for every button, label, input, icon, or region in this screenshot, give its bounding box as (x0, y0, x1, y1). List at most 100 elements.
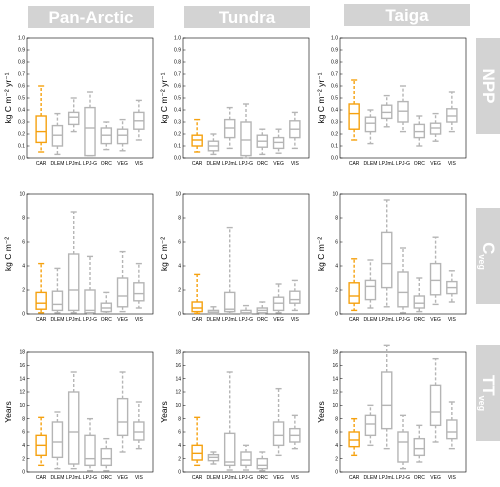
box-veg (116, 118, 129, 152)
box-iqr (272, 421, 285, 447)
box-iqr (116, 128, 129, 145)
y-axis-label: Years (3, 401, 13, 422)
y-tick-label: 2 (22, 288, 25, 294)
row-title-sub: veg (477, 254, 487, 270)
y-tick-label: 0.6 (174, 84, 181, 90)
column-title: Taiga (385, 6, 429, 25)
box-lpjml (67, 371, 80, 470)
box-iqr (116, 277, 129, 308)
box-iqr (240, 451, 252, 467)
y-tick-label: 0.3 (18, 120, 25, 126)
y-tick-label: 14 (175, 376, 181, 382)
box-iqr (429, 384, 442, 427)
box-lpj-g (397, 247, 409, 314)
box-lpj-g (84, 255, 96, 315)
box-lpjml (380, 344, 393, 450)
box-orc (256, 128, 269, 156)
y-tick-label: 8 (335, 416, 338, 422)
box-iqr (223, 432, 236, 467)
y-axis-label: Years (159, 401, 169, 422)
category-label: LPJmL (66, 475, 82, 481)
box-lpj-g (397, 414, 409, 470)
box-iqr (380, 231, 393, 289)
box-veg (429, 357, 442, 443)
box-vis (289, 279, 301, 312)
y-axis-label: kg C m⁻² (159, 237, 169, 271)
y-axis-label: kg C m⁻² yr⁻¹ (159, 72, 169, 123)
y-tick-label: 10 (332, 192, 338, 198)
y-tick-label: 2 (178, 288, 181, 294)
box-iqr (364, 279, 377, 301)
box-iqr (223, 291, 236, 313)
category-label: DLEM (206, 475, 220, 481)
y-tick-label: 4 (335, 264, 338, 270)
category-label: VEG (430, 317, 441, 323)
box-veg (429, 236, 442, 306)
box-vis (446, 401, 458, 450)
category-label: LPJ-G (239, 475, 253, 481)
category-label: ORC (414, 475, 426, 481)
y-tick-label: 0.4 (18, 108, 25, 114)
plot-frame (182, 351, 310, 473)
y-tick-label: 0.6 (18, 84, 25, 90)
box-veg (272, 128, 285, 154)
category-label: LPJmL (66, 317, 82, 323)
box-lpjml (67, 211, 80, 314)
y-tick-label: 0.8 (18, 60, 25, 66)
y-tick-label: 0.0 (331, 156, 338, 162)
panels: 0.0 0.1 0.2 0.3 0.4 0.5 0.6 0.7 0.8 0.9 1.0 kg C m⁻… (3, 36, 467, 481)
box-lpjml (380, 199, 393, 308)
box-orc (413, 115, 426, 147)
box-dlem (51, 411, 64, 470)
row-title-main: NPP (479, 69, 498, 104)
category-label: LPJ-G (396, 161, 410, 167)
category-label: ORC (414, 161, 426, 167)
box-lpj-g (240, 444, 252, 471)
column-title: Tundra (219, 8, 276, 27)
column-header-pan-arctic: Pan-Arctic (28, 6, 154, 28)
box-iqr (84, 289, 96, 314)
column-title: Pan-Arctic (48, 8, 133, 27)
y-tick-label: 0 (335, 470, 338, 476)
box-lpjml (223, 371, 236, 471)
category-label: VEG (117, 161, 128, 167)
y-tick-label: 10 (175, 403, 181, 409)
y-tick-label: 18 (175, 350, 181, 356)
y-axis-label: kg C m⁻² (316, 237, 326, 271)
box-dlem (364, 404, 377, 447)
category-label: CAR (36, 475, 47, 481)
category-label: LPJ-G (83, 161, 97, 167)
y-tick-label: 8 (178, 416, 181, 422)
box-car (348, 417, 360, 457)
category-label: DLEM (363, 317, 377, 323)
category-label: DLEM (50, 317, 64, 323)
box-lpj-g (397, 85, 409, 133)
plot-frame (339, 193, 467, 315)
panel-ttveg-taiga: 0 2 4 6 8 10 12 14 16 18 Years CAR DLEM LPJmL LPJ-G ORC… (316, 344, 467, 481)
category-label: LPJ-G (239, 317, 253, 323)
category-label: LPJ-G (396, 475, 410, 481)
box-orc (413, 424, 426, 463)
box-vis (289, 414, 301, 450)
y-tick-label: 0.7 (174, 72, 181, 78)
panel-ttveg-pan-arctic: 0 2 4 6 8 10 12 14 16 18 Years CAR DLEM LPJmL LPJ-G ORC… (3, 350, 154, 481)
y-tick-label: 2 (178, 456, 181, 462)
box-dlem (364, 109, 377, 145)
category-label: VEG (117, 475, 128, 481)
panel-npp-taiga: 0.0 0.1 0.2 0.3 0.4 0.5 0.6 0.7 0.8 0.9 1.0 kg C m⁻… (316, 36, 467, 167)
box-orc (100, 437, 113, 472)
y-tick-label: 6 (178, 430, 181, 436)
y-tick-label: 6 (178, 240, 181, 246)
y-tick-label: 0.6 (331, 84, 338, 90)
y-tick-label: 0.8 (174, 60, 181, 66)
y-tick-label: 0.2 (331, 132, 338, 138)
row-title: TTveg (477, 375, 498, 411)
category-label: CAR (192, 161, 203, 167)
category-label: DLEM (206, 317, 220, 323)
box-dlem (207, 451, 220, 465)
category-label: VEG (430, 475, 441, 481)
y-tick-label: 0.5 (331, 96, 338, 102)
box-iqr (256, 457, 269, 470)
y-tick-label: 0.0 (18, 156, 25, 162)
